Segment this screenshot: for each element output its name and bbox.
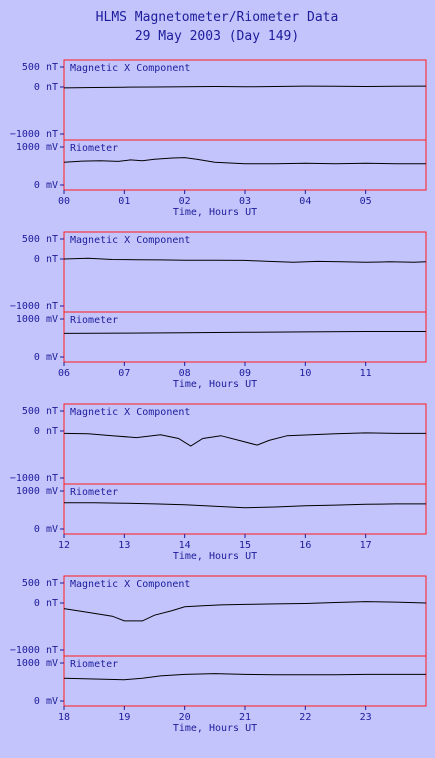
x-tick-label: 10 — [299, 368, 311, 379]
x-tick-label: 23 — [360, 712, 372, 723]
x-tick-label: 13 — [118, 540, 130, 551]
rio-panel-frame — [63, 311, 427, 363]
rio-y-tick-label: 1000 mV — [16, 658, 58, 669]
mag-y-tick-label: −1000 nT — [10, 301, 58, 312]
x-tick-label: 06 — [58, 368, 70, 379]
chart-block: Magnetic X Component 500 nT 0 nT −1000 nT Ri… — [10, 575, 427, 734]
mag-y-tick-label: 500 nT — [22, 62, 58, 73]
mag-y-tick-label: 500 nT — [22, 406, 58, 417]
rio-y-tick-label: 1000 mV — [16, 486, 58, 497]
rio-series-line — [63, 157, 426, 165]
mag-series-line — [63, 257, 427, 263]
x-tick-label: 20 — [179, 712, 191, 723]
x-tick-label: 22 — [299, 712, 311, 723]
mag-y-tick-label: 500 nT — [22, 234, 58, 245]
mag-panel-label: Magnetic X Component — [70, 235, 190, 246]
mag-y-tick-label: 0 nT — [34, 598, 58, 609]
x-tick-label: 00 — [58, 196, 70, 207]
rio-series-line — [64, 502, 426, 509]
chart-block: Magnetic X Component 500 nT 0 nT −1000 nT Ri… — [10, 403, 427, 562]
x-tick-label: 11 — [360, 368, 372, 379]
x-tick-label: 04 — [299, 196, 311, 207]
rio-panel-label: Riometer — [70, 487, 118, 498]
mag-y-tick-label: −1000 nT — [10, 473, 58, 484]
x-tick-label: 14 — [179, 540, 191, 551]
rio-panel-frame — [63, 139, 427, 191]
mag-series-line — [63, 85, 427, 89]
x-axis-label: Time, Hours UT — [173, 551, 257, 562]
rio-y-tick-label: 1000 mV — [16, 142, 58, 153]
mag-series-line — [63, 601, 427, 622]
mag-panel-label: Magnetic X Component — [70, 407, 190, 418]
mag-y-tick-label: 0 nT — [34, 82, 58, 93]
x-tick-label: 09 — [239, 368, 251, 379]
x-tick-label: 21 — [239, 712, 251, 723]
rio-series-line — [63, 673, 426, 681]
x-tick-label: 03 — [239, 196, 251, 207]
x-tick-label: 01 — [118, 196, 130, 207]
x-tick-label: 07 — [118, 368, 130, 379]
rio-panel-label: Riometer — [70, 315, 118, 326]
x-tick-label: 17 — [360, 540, 372, 551]
x-tick-label: 05 — [360, 196, 372, 207]
x-tick-label: 12 — [58, 540, 70, 551]
mag-panel-label: Magnetic X Component — [70, 579, 190, 590]
x-axis-label: Time, Hours UT — [173, 207, 257, 218]
rio-panel-frame — [63, 483, 427, 535]
chart-title-line2: 29 May 2003 (Day 149) — [135, 29, 299, 44]
rio-panel-label: Riometer — [70, 143, 118, 154]
plot-panels: Magnetic X Component 500 nT 0 nT −1000 nT Ri… — [10, 59, 427, 734]
rio-y-tick-label: 1000 mV — [16, 314, 58, 325]
rio-y-tick-label: 0 mV — [34, 180, 58, 191]
chart-block: Magnetic X Component 500 nT 0 nT −1000 nT Ri… — [10, 231, 427, 390]
mag-series-line — [63, 432, 426, 447]
x-axis-label: Time, Hours UT — [173, 379, 257, 390]
rio-panel-label: Riometer — [70, 659, 118, 670]
chart-block: Magnetic X Component 500 nT 0 nT −1000 nT Ri… — [10, 59, 427, 218]
mag-y-tick-label: −1000 nT — [10, 645, 58, 656]
x-axis-label: Time, Hours UT — [173, 723, 257, 734]
rio-y-tick-label: 0 mV — [34, 352, 58, 363]
rio-series-line — [63, 331, 426, 334]
chart-title-line1: HLMS Magnetometer/Riometer Data — [96, 10, 339, 25]
mag-panel-label: Magnetic X Component — [70, 63, 190, 74]
rio-panel-frame — [63, 655, 427, 707]
x-tick-label: 19 — [118, 712, 130, 723]
x-tick-label: 16 — [299, 540, 311, 551]
x-tick-label: 18 — [58, 712, 70, 723]
x-tick-label: 15 — [239, 540, 251, 551]
x-tick-label: 02 — [179, 196, 191, 207]
x-tick-label: 08 — [179, 368, 191, 379]
mag-y-tick-label: 0 nT — [34, 254, 58, 265]
rio-y-tick-label: 0 mV — [34, 696, 58, 707]
mag-y-tick-label: −1000 nT — [10, 129, 58, 140]
mag-y-tick-label: 500 nT — [22, 578, 58, 589]
rio-y-tick-label: 0 mV — [34, 524, 58, 535]
mag-y-tick-label: 0 nT — [34, 426, 58, 437]
